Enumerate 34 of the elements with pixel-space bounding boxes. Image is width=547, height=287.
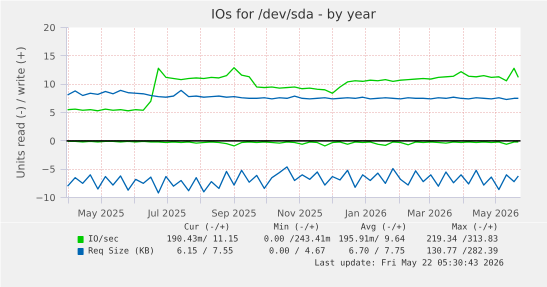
text: Last update: Fri May 22 05:30:43 2026 xyxy=(314,258,504,268)
text: Cur (-/+) xyxy=(184,222,230,232)
x-tick-label: May 2025 xyxy=(78,208,125,220)
x-tick-label: Mar 2026 xyxy=(407,208,452,220)
text: Min (-/+) xyxy=(274,222,320,232)
x-tick-label: Jul 2025 xyxy=(146,208,186,220)
text: 130.77 /282.39 xyxy=(426,246,498,256)
y-tick-label: 0 xyxy=(49,136,56,148)
y-tick-label: −10 xyxy=(35,193,56,204)
text: Max (-/+) xyxy=(452,222,498,232)
line-series xyxy=(66,67,519,112)
legend-label: Req Size (KB) xyxy=(88,246,155,256)
legend-label: IO/sec xyxy=(88,234,119,244)
text: 190.43m/ 11.15 xyxy=(166,234,238,244)
y-tick-label: 10 xyxy=(43,80,56,91)
text: 0.00 /243.41m xyxy=(264,234,330,244)
text: 6.70 / 7.75 xyxy=(348,246,405,256)
x-tick-label: May 2026 xyxy=(472,208,520,220)
y-axis-title: Units read (-) / write (+) xyxy=(14,46,28,179)
x-tick-label: Sep 2025 xyxy=(211,208,257,220)
text: 0.00 / 4.67 xyxy=(269,246,326,256)
text: 219.34 /313.83 xyxy=(426,234,498,244)
text: 195.91m/ 9.64 xyxy=(338,234,405,244)
y-tick-label: 15 xyxy=(43,51,56,62)
x-tick-label: Jan 2026 xyxy=(344,208,387,220)
y-tick-label: 5 xyxy=(49,108,56,119)
text: 6.15 / 7.55 xyxy=(176,246,234,256)
y-tick-label: 20 xyxy=(43,23,56,34)
line-series xyxy=(66,166,519,194)
x-tick-label: Nov 2025 xyxy=(277,208,323,220)
y-tick-label: −5 xyxy=(41,164,56,176)
text: Avg (-/+) xyxy=(360,222,407,232)
chart-title: IOs for /dev/sda - by year xyxy=(211,8,377,22)
line-series xyxy=(66,90,519,100)
